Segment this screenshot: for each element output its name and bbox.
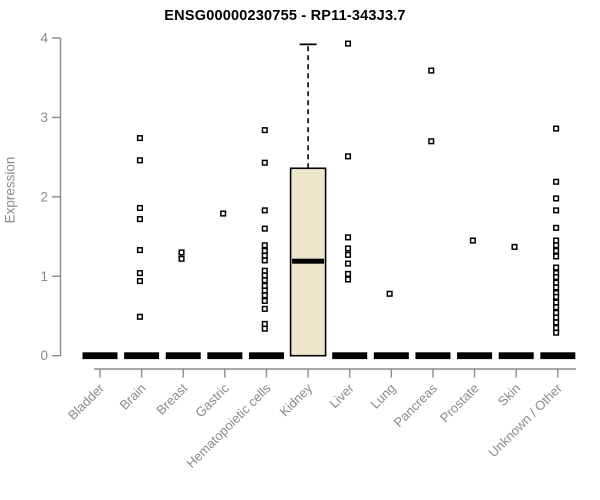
outlier-point-liver: [344, 40, 352, 47]
outlier-point-hematopoietic-cells: [261, 292, 268, 299]
x-tick-label-prostate: Prostate: [437, 381, 482, 426]
outlier-point-hematopoietic-cells: [261, 252, 268, 259]
outlier-point-brain: [136, 270, 143, 277]
y-tick-label: 2: [40, 189, 48, 204]
outlier-point-hematopoietic-cells: [261, 305, 268, 312]
collapsed-box-liver: [332, 352, 368, 360]
outlier-point-gastric: [220, 210, 227, 217]
outlier-point-breast: [178, 255, 185, 262]
outlier-point-pancreas: [428, 67, 435, 74]
collapsed-box-gastric: [207, 352, 243, 360]
x-tick-label-pancreas: Pancreas: [391, 380, 441, 430]
outlier-point-hematopoietic-cells: [261, 207, 268, 214]
outlier-point-unknown-other: [553, 195, 560, 202]
outlier-point-unknown-other: [553, 319, 560, 326]
outlier-point-hematopoietic-cells: [261, 267, 268, 274]
outlier-point-brain: [136, 216, 143, 223]
x-tick-label-kidney: Kidney: [277, 380, 316, 419]
y-tick-label: 0: [40, 348, 48, 363]
outlier-point-hematopoietic-cells: [261, 320, 268, 327]
outlier-point-hematopoietic-cells: [261, 225, 268, 232]
outlier-point-hematopoietic-cells: [261, 297, 268, 304]
outlier-point-hematopoietic-cells: [261, 257, 268, 264]
collapsed-box-lung: [373, 352, 409, 360]
outlier-point-liver: [344, 251, 352, 258]
outlier-point-unknown-other: [553, 264, 560, 271]
outlier-point-brain: [136, 157, 143, 164]
outlier-point-unknown-other: [553, 178, 560, 185]
x-tick-label-skin: Skin: [495, 381, 523, 409]
outlier-point-unknown-other: [553, 274, 560, 281]
outlier-point-hematopoietic-cells: [261, 247, 268, 254]
outlier-point-unknown-other: [553, 324, 560, 331]
outlier-point-hematopoietic-cells: [261, 159, 268, 166]
outlier-point-unknown-other: [553, 329, 560, 336]
outlier-point-brain: [136, 313, 143, 320]
outlier-point-liver: [344, 245, 352, 252]
outlier-point-unknown-other: [553, 125, 560, 132]
outlier-point-unknown-other: [553, 284, 560, 291]
outlier-point-unknown-other: [553, 224, 560, 231]
outlier-point-skin: [511, 243, 518, 250]
collapsed-box-unknown-other: [540, 352, 576, 360]
collapsed-box-bladder: [82, 352, 118, 360]
outlier-point-unknown-other: [553, 242, 560, 249]
collapsed-box-hematopoietic-cells: [248, 352, 284, 360]
outlier-point-liver: [344, 276, 352, 283]
collapsed-box-prostate: [457, 352, 493, 360]
outlier-point-hematopoietic-cells: [261, 325, 268, 332]
x-tick-label-bladder: Bladder: [65, 380, 108, 423]
outlier-point-lung: [386, 290, 393, 297]
outlier-point-unknown-other: [553, 304, 560, 311]
outlier-point-hematopoietic-cells: [261, 282, 268, 289]
y-tick-label: 4: [40, 31, 48, 46]
collapsed-box-breast: [165, 352, 201, 360]
x-tick-label-liver: Liver: [326, 380, 357, 411]
collapsed-box-pancreas: [415, 352, 451, 360]
outlier-point-brain: [136, 204, 143, 212]
outlier-point-hematopoietic-cells: [261, 277, 268, 284]
outlier-point-hematopoietic-cells: [261, 272, 268, 279]
outlier-point-liver: [344, 234, 352, 241]
outlier-point-liver: [344, 270, 352, 277]
outlier-point-unknown-other: [553, 279, 560, 286]
x-tick-label-unknown-other: Unknown / Other: [485, 380, 565, 460]
collapsed-box-brain: [124, 352, 160, 360]
outlier-point-unknown-other: [553, 253, 560, 260]
x-tick-label-breast: Breast: [153, 380, 190, 417]
x-tick-label-brain: Brain: [117, 381, 149, 413]
y-tick-label: 3: [40, 110, 48, 125]
outlier-point-brain: [136, 247, 143, 254]
outlier-point-hematopoietic-cells: [261, 242, 268, 249]
outlier-point-hematopoietic-cells: [261, 127, 268, 134]
y-tick-label: 1: [40, 269, 48, 284]
outlier-point-brain: [136, 277, 143, 285]
outlier-point-unknown-other: [553, 299, 560, 306]
outlier-point-unknown-other: [553, 314, 560, 321]
outlier-point-pancreas: [428, 138, 435, 145]
outlier-point-unknown-other: [553, 207, 560, 214]
outlier-point-unknown-other: [553, 293, 560, 300]
outlier-point-brain: [136, 135, 143, 142]
outlier-point-hematopoietic-cells: [261, 287, 268, 294]
outlier-point-liver: [344, 260, 352, 267]
chart-title: ENSG00000230755 - RP11-343J3.7: [164, 8, 406, 24]
outlier-point-prostate: [469, 237, 476, 244]
outlier-point-unknown-other: [553, 237, 560, 244]
outlier-point-unknown-other: [553, 247, 560, 254]
median-line-kidney: [292, 258, 325, 264]
outlier-point-unknown-other: [553, 309, 560, 316]
outlier-point-liver: [344, 153, 352, 160]
x-tick-label-gastric: Gastric: [192, 380, 232, 420]
x-tick-label-lung: Lung: [367, 381, 398, 412]
collapsed-box-skin: [498, 352, 534, 360]
outlier-point-breast: [178, 249, 185, 256]
